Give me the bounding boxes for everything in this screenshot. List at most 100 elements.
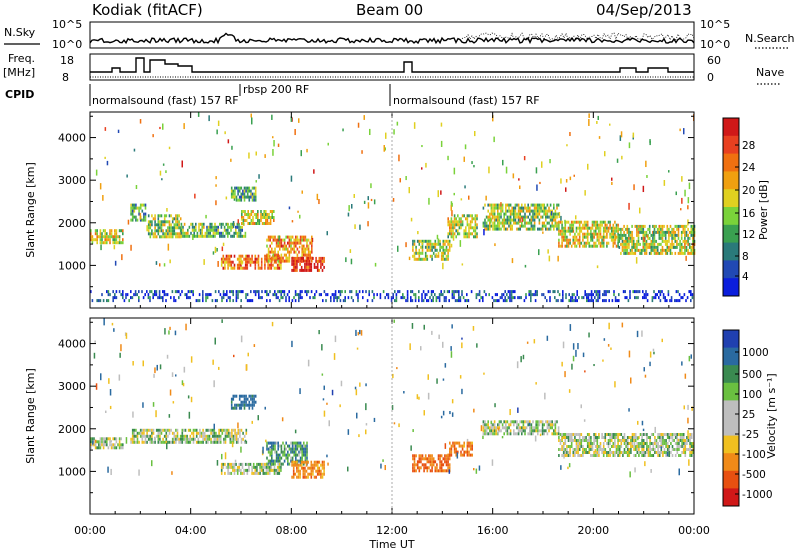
echo-cell <box>299 256 301 260</box>
echo-cell <box>151 223 153 227</box>
echo-cell <box>533 429 536 433</box>
echo-cell <box>421 299 423 303</box>
scatter-echo <box>568 389 571 393</box>
echo-cell <box>471 220 473 224</box>
echo-cell <box>135 203 137 207</box>
echo-cell <box>484 227 486 231</box>
echo-cell <box>275 296 278 300</box>
echo-cell <box>661 290 663 294</box>
echo-cell <box>588 442 591 445</box>
echo-cell <box>236 263 239 267</box>
echo-cell <box>299 290 302 294</box>
echo-cell <box>267 447 270 451</box>
scatter-echo <box>528 422 531 426</box>
echo-cell <box>257 210 259 213</box>
echo-cell <box>662 296 665 300</box>
echo-cell <box>564 223 567 227</box>
echo-cell <box>562 296 564 300</box>
echo-cell <box>541 432 544 436</box>
echo-cell <box>582 238 584 242</box>
echo-cell <box>109 232 111 236</box>
echo-cell <box>503 212 505 216</box>
echo-cell <box>310 475 313 479</box>
echo-cell <box>429 239 432 243</box>
echo-cell <box>448 239 451 243</box>
echo-cell <box>304 253 307 257</box>
echo-cell <box>602 448 605 451</box>
echo-cell <box>219 222 221 226</box>
echo-cell <box>492 206 494 210</box>
echo-cell <box>299 450 302 454</box>
echo-cell <box>415 248 417 252</box>
echo-cell <box>276 471 279 475</box>
echo-cell <box>287 259 289 263</box>
echo-cell <box>458 290 460 294</box>
echo-cell <box>139 206 142 210</box>
echo-cell <box>471 232 473 236</box>
echo-cell <box>644 239 646 243</box>
echo-cell <box>413 466 416 470</box>
echo-cell <box>357 293 359 297</box>
echo-cell <box>596 451 599 454</box>
echo-cell <box>268 465 271 469</box>
echo-cell <box>690 445 693 448</box>
echo-cell <box>93 440 95 444</box>
echo-cell <box>202 428 204 432</box>
echo-cell <box>257 219 259 222</box>
echo-cell <box>652 433 655 436</box>
echo-cell <box>227 263 229 267</box>
echo-cell <box>131 437 134 441</box>
echo-cell <box>290 238 292 242</box>
echo-cell <box>618 227 621 231</box>
echo-cell <box>307 265 309 269</box>
echo-cell <box>296 460 298 464</box>
echo-cell <box>246 266 249 270</box>
echo-cell <box>315 265 317 269</box>
echo-cell <box>170 214 172 218</box>
echo-cell <box>201 231 203 235</box>
echo-cell <box>668 439 671 442</box>
echo-cell <box>171 440 174 444</box>
echo-cell <box>497 209 499 213</box>
echo-cell <box>310 265 313 269</box>
echo-cell <box>307 268 309 272</box>
echo-cell <box>307 238 310 242</box>
echo-cell <box>320 463 322 467</box>
echo-cell <box>301 456 303 460</box>
scatter-echo <box>535 382 537 385</box>
scatter-echo <box>393 129 395 135</box>
echo-cell <box>307 256 309 260</box>
echo-cell <box>558 220 560 224</box>
echo-cell <box>173 232 176 236</box>
echo-cell <box>632 236 635 240</box>
echo-cell <box>189 440 192 444</box>
echo-cell <box>674 245 677 249</box>
echo-cell <box>147 434 150 438</box>
echo-cell <box>307 244 310 248</box>
echo-cell <box>645 251 648 255</box>
echo-cell <box>525 227 528 231</box>
echo-cell <box>609 232 611 236</box>
echo-cell <box>275 241 278 245</box>
scatter-echo <box>109 389 112 396</box>
echo-cell <box>240 263 242 267</box>
echo-cell <box>606 290 609 294</box>
echo-cell <box>227 428 230 432</box>
echo-cell <box>439 460 441 464</box>
echo-cell <box>593 439 595 442</box>
echo-cell <box>575 442 578 445</box>
scatter-echo <box>569 132 571 137</box>
echo-cell <box>274 447 276 451</box>
echo-cell <box>224 293 226 297</box>
echo-cell <box>689 433 691 436</box>
echo-cell <box>274 247 276 251</box>
echo-cell <box>218 434 220 438</box>
echo-cell <box>90 440 92 444</box>
echo-cell <box>149 299 151 303</box>
echo-cell <box>159 440 161 444</box>
echo-cell <box>141 428 144 432</box>
echo-cell <box>505 429 507 433</box>
echo-cell <box>606 454 608 457</box>
echo-cell <box>449 220 451 224</box>
echo-cell <box>558 454 560 457</box>
